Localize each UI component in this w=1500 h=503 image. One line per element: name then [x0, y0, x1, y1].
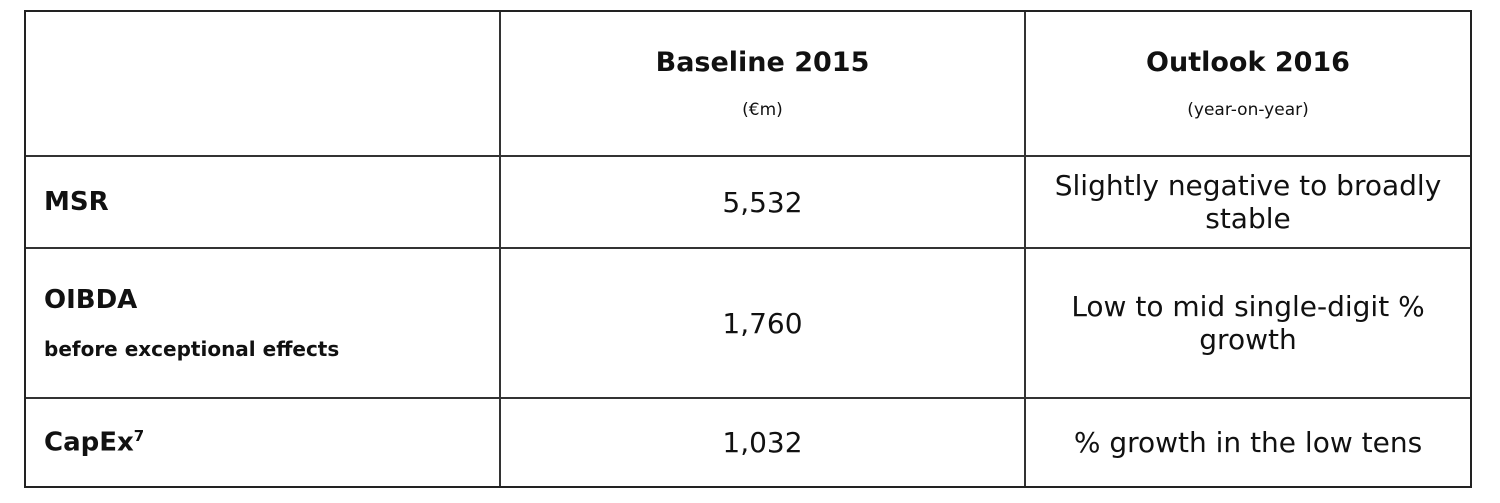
header-outlook-unit: (year-on-year)	[1187, 100, 1309, 120]
row-label-capex: CapEx7	[26, 399, 499, 486]
row-divider	[26, 247, 1470, 249]
outlook-oibda: Low to mid single-digit % growth	[1071, 290, 1425, 356]
outlook-msr: Slightly negative to broadly stable	[1054, 169, 1442, 235]
row-label-msr: MSR	[26, 157, 499, 247]
footnote-marker: 7	[133, 427, 145, 446]
baseline-msr: 5,532	[722, 185, 803, 219]
header-outlook-title: Outlook 2016	[1146, 47, 1350, 78]
row-label: CapEx7	[44, 427, 144, 458]
outlook-capex: % growth in the low tens	[1073, 426, 1423, 459]
column-divider	[499, 12, 501, 486]
header-outlook: Outlook 2016 (year-on-year)	[1026, 12, 1470, 155]
baseline-oibda: 1,760	[722, 306, 803, 340]
row-label-oibda: OIBDA before exceptional effects	[26, 249, 499, 397]
baseline-capex: 1,032	[722, 426, 803, 459]
column-divider	[1024, 12, 1026, 486]
row-label: OIBDA	[44, 285, 138, 315]
header-baseline: Baseline 2015 (€m)	[501, 12, 1024, 155]
header-baseline-title: Baseline 2015	[655, 47, 870, 78]
header-baseline-unit: (€m)	[742, 100, 783, 120]
row-label: MSR	[44, 187, 109, 217]
outlook-table: Baseline 2015 (€m) Outlook 2016 (year-on…	[24, 10, 1472, 488]
row-divider	[26, 397, 1470, 399]
capex-label: CapEx	[44, 427, 134, 458]
row-divider	[26, 155, 1470, 157]
row-sublabel: before exceptional effects	[44, 337, 340, 361]
